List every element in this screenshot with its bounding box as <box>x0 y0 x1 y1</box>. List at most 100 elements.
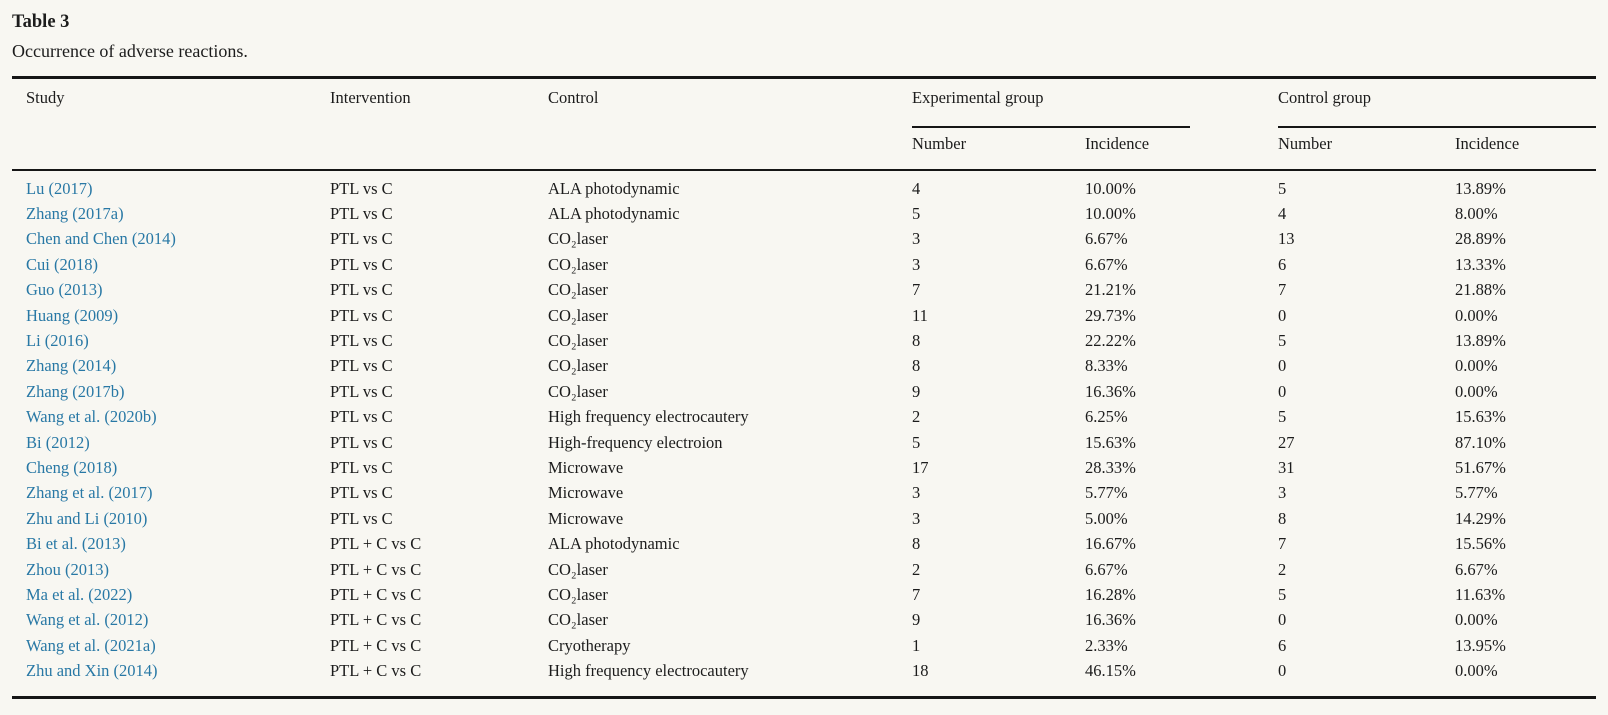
study-cell: Zhang et al. (2017) <box>12 481 330 506</box>
study-cell: Wang et al. (2020b) <box>12 405 330 430</box>
study-citation-link[interactable]: Bi et al. (2013) <box>26 534 126 554</box>
exp-incidence-cell: 16.36% <box>1085 381 1136 401</box>
table-row: Huang (2009) PTL vs C CO₂laser 11 29.73% 0 0.0… <box>12 303 1596 328</box>
ctrl-incidence-cell: 13.89% <box>1455 178 1506 198</box>
study-citation-link[interactable]: Wang et al. (2012) <box>26 610 149 630</box>
row-spacer <box>1190 430 1278 455</box>
exp-number-cell: 18 <box>912 661 929 681</box>
study-citation-link[interactable]: Guo (2013) <box>26 280 103 300</box>
study-citation-link[interactable]: Ma et al. (2022) <box>26 584 133 604</box>
study-citation-link[interactable]: Chen and Chen (2014) <box>26 229 176 249</box>
control-cell: High-frequency electroion <box>548 432 723 452</box>
control-cell: CO₂laser <box>548 584 608 604</box>
study-citation-link[interactable]: Lu (2017) <box>26 178 93 198</box>
row-spacer <box>1190 658 1278 697</box>
table-row: Wang et al. (2021a) PTL + C vs C Cryothera… <box>12 633 1596 658</box>
intervention-cell: PTL + C vs C <box>330 661 422 681</box>
study-citation-link[interactable]: Zhang et al. (2017) <box>26 483 153 503</box>
study-citation-link[interactable]: Wang et al. (2020b) <box>26 407 157 427</box>
intervention-cell: PTL vs C <box>330 305 393 325</box>
row-spacer <box>1190 201 1278 226</box>
study-citation-link[interactable]: Bi (2012) <box>26 432 90 452</box>
study-cell: Guo (2013) <box>12 278 330 303</box>
exp-number-cell: 4 <box>912 178 921 198</box>
study-citation-link[interactable]: Zhang (2017a) <box>26 204 124 224</box>
ctrl-incidence-cell: 21.88% <box>1455 280 1506 300</box>
exp-incidence-cell: 6.67% <box>1085 254 1128 274</box>
study-citation-link[interactable]: Zhang (2014) <box>26 356 117 376</box>
exp-number-cell: 1 <box>912 635 921 655</box>
exp-number-cell: 8 <box>912 331 921 351</box>
exp-number-cell: 17 <box>912 457 929 477</box>
study-citation-link[interactable]: Wang et al. (2021a) <box>26 635 156 655</box>
exp-number-cell: 5 <box>912 432 921 452</box>
table-row: Zhou (2013) PTL + C vs C CO₂laser 2 6.67% 2 6.… <box>12 557 1596 582</box>
ctrl-incidence-cell: 6.67% <box>1455 559 1498 579</box>
table-caption: Occurrence of adverse reactions. <box>12 41 248 61</box>
ctrl-number-cell: 8 <box>1278 508 1287 528</box>
exp-number-cell: 3 <box>912 483 921 503</box>
exp-incidence-cell: 2.33% <box>1085 635 1128 655</box>
intervention-cell: PTL + C vs C <box>330 635 422 655</box>
exp-number-cell: 7 <box>912 584 921 604</box>
study-cell: Wang et al. (2021a) <box>12 633 330 658</box>
study-cell: Zhang (2017a) <box>12 201 330 226</box>
control-cell: ALA photodynamic <box>548 204 680 224</box>
table-row: Cui (2018) PTL vs C CO₂laser 3 6.67% 6 13.33% <box>12 252 1596 277</box>
intervention-cell: PTL vs C <box>330 204 393 224</box>
study-cell: Zhou (2013) <box>12 557 330 582</box>
control-cell: Microwave <box>548 483 624 503</box>
ctrl-incidence-cell: 0.00% <box>1455 381 1498 401</box>
study-citation-link[interactable]: Zhou (2013) <box>26 559 109 579</box>
study-cell: Li (2016) <box>12 328 330 353</box>
header-sub-row: Number Incidence Number Incidence <box>12 127 1596 170</box>
table-row: Li (2016) PTL vs C CO₂laser 8 22.22% 5 13.89% <box>12 328 1596 353</box>
study-citation-link[interactable]: Zhu and Xin (2014) <box>26 661 158 681</box>
exp-incidence-cell: 16.36% <box>1085 610 1136 630</box>
exp-number-cell: 2 <box>912 407 921 427</box>
row-spacer <box>1190 252 1278 277</box>
table-row: Zhu and Li (2010) PTL vs C Microwave 3 5.00%… <box>12 506 1596 531</box>
col-header-exp-incidence: Incidence <box>1085 134 1150 153</box>
exp-incidence-cell: 46.15% <box>1085 661 1136 681</box>
study-cell: Cheng (2018) <box>12 455 330 480</box>
intervention-cell: PTL vs C <box>330 331 393 351</box>
col-group-experimental: Experimental group <box>912 77 1191 128</box>
exp-number-cell: 3 <box>912 229 921 249</box>
ctrl-incidence-cell: 11.63% <box>1455 584 1506 604</box>
study-citation-link[interactable]: Cheng (2018) <box>26 457 118 477</box>
table-label: Table 3 <box>12 12 70 32</box>
col-header-intervention: Intervention <box>330 88 411 107</box>
control-cell: CO₂laser <box>548 356 608 376</box>
exp-incidence-cell: 5.00% <box>1085 508 1128 528</box>
ctrl-incidence-cell: 0.00% <box>1455 661 1498 681</box>
exp-incidence-cell: 22.22% <box>1085 331 1136 351</box>
study-citation-link[interactable]: Cui (2018) <box>26 254 98 274</box>
control-cell: Microwave <box>548 508 624 528</box>
study-citation-link[interactable]: Zhang (2017b) <box>26 381 125 401</box>
control-cell: High frequency electrocautery <box>548 407 749 427</box>
study-cell: Bi (2012) <box>12 430 330 455</box>
row-spacer <box>1190 227 1278 252</box>
adverse-reactions-table: Study Intervention Control Experimental … <box>12 76 1597 699</box>
row-spacer <box>1190 557 1278 582</box>
control-cell: High frequency electrocautery <box>548 661 749 681</box>
col-header-ctrl-incidence: Incidence <box>1455 134 1520 153</box>
table-row: Guo (2013) PTL vs C CO₂laser 7 21.21% 7 21.88% <box>12 278 1596 303</box>
intervention-cell: PTL vs C <box>330 432 393 452</box>
exp-incidence-cell: 28.33% <box>1085 457 1136 477</box>
header-group-row: Study Intervention Control Experimental … <box>12 77 1597 128</box>
study-citation-link[interactable]: Huang (2009) <box>26 305 119 325</box>
ctrl-number-cell: 13 <box>1278 229 1295 249</box>
ctrl-incidence-cell: 87.10% <box>1455 432 1506 452</box>
ctrl-incidence-cell: 51.67% <box>1455 457 1506 477</box>
intervention-cell: PTL + C vs C <box>330 584 422 604</box>
control-cell: CO₂laser <box>548 559 608 579</box>
ctrl-incidence-cell: 5.77% <box>1455 483 1498 503</box>
row-spacer <box>1190 582 1278 607</box>
col-header-exp-number: Number <box>912 134 967 153</box>
table-row: Bi et al. (2013) PTL + C vs C ALA photodyn… <box>12 531 1596 556</box>
study-citation-link[interactable]: Li (2016) <box>26 331 89 351</box>
study-citation-link[interactable]: Zhu and Li (2010) <box>26 508 148 528</box>
table-row: Wang et al. (2012) PTL + C vs C CO₂laser 9 1… <box>12 608 1596 633</box>
